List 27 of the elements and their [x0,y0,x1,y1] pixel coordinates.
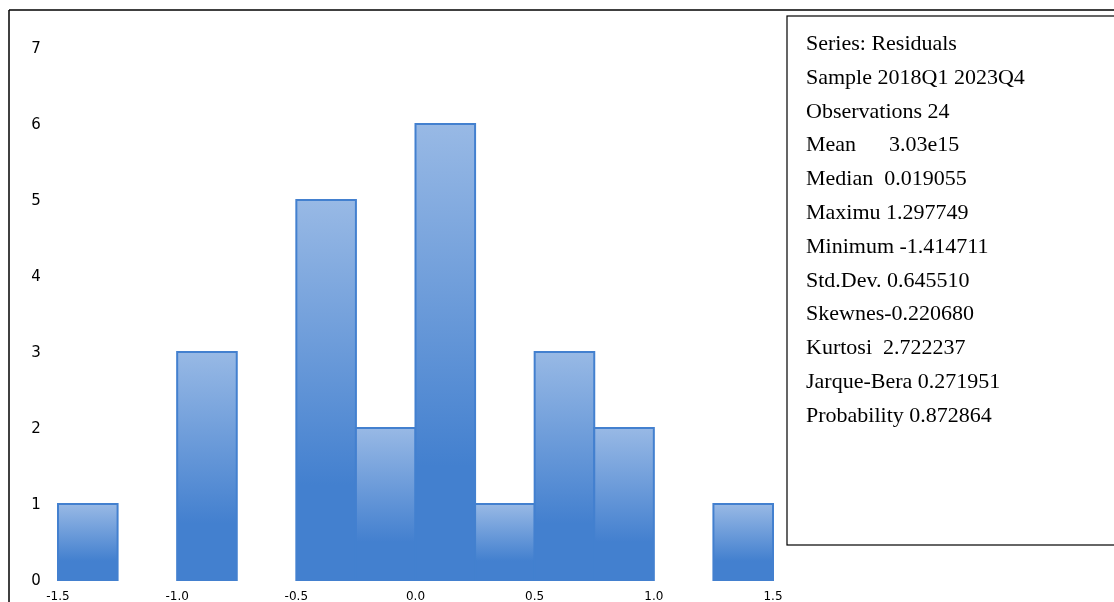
y-tick-label: 6 [31,115,41,134]
text: Probability 0.872864 [806,401,992,427]
text: Series: Residuals [806,30,957,55]
text: Kurtosi 2.722237 [806,334,966,360]
text: Minimum -1.414711 [806,232,989,258]
x-tick-label: -0.5 [284,589,309,602]
y-tick-label: 4 [31,267,41,286]
x-tick-label: -1.0 [165,589,189,602]
y-tick-label: 5 [31,191,41,210]
text: Median 0.019055 [806,165,967,191]
x-tick-label: 0.5 [525,589,545,602]
y-tick-label: 1 [31,495,41,514]
y-tick-label: 3 [31,343,41,362]
x-tick-label: 1.5 [763,589,783,602]
x-tick-label: -1.5 [46,589,70,602]
text: Std.Dev. 0.645510 [806,266,970,292]
y-tick-label: 2 [31,419,41,438]
text: Maximu 1.297749 [806,199,969,224]
text: Jarque-Bera 0.271951 [806,368,1001,393]
x-tick-label: 0.0 [405,589,426,602]
x-tick-label: 1.0 [644,589,664,602]
y-tick-label: 7 [31,39,41,58]
text: Observations 24 [806,97,950,123]
text: Sample 2018Q1 2023Q4 [806,63,1025,89]
y-tick-label: 0 [31,571,41,590]
text: Mean 3.03e15 [806,131,960,157]
text: Skewnes-0.220680 [806,300,975,326]
